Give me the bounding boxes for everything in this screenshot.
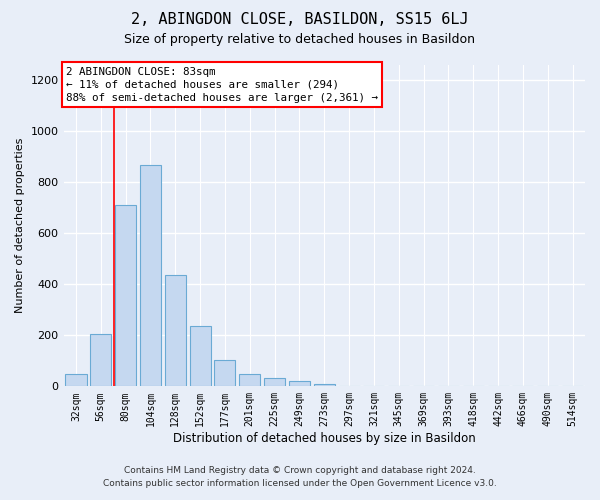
Bar — [190, 326, 211, 386]
Bar — [239, 374, 260, 386]
Bar — [140, 165, 161, 386]
Bar — [165, 276, 186, 386]
Text: Size of property relative to detached houses in Basildon: Size of property relative to detached ho… — [125, 32, 476, 46]
Y-axis label: Number of detached properties: Number of detached properties — [15, 138, 25, 314]
X-axis label: Distribution of detached houses by size in Basildon: Distribution of detached houses by size … — [173, 432, 476, 445]
Bar — [264, 378, 285, 386]
Text: 2 ABINGDON CLOSE: 83sqm
← 11% of detached houses are smaller (294)
88% of semi-d: 2 ABINGDON CLOSE: 83sqm ← 11% of detache… — [66, 66, 378, 103]
Text: 2, ABINGDON CLOSE, BASILDON, SS15 6LJ: 2, ABINGDON CLOSE, BASILDON, SS15 6LJ — [131, 12, 469, 28]
Bar — [289, 380, 310, 386]
Bar — [214, 360, 235, 386]
Text: Contains HM Land Registry data © Crown copyright and database right 2024.
Contai: Contains HM Land Registry data © Crown c… — [103, 466, 497, 487]
Bar — [90, 334, 112, 386]
Bar — [115, 206, 136, 386]
Bar — [65, 374, 86, 386]
Bar — [314, 384, 335, 386]
